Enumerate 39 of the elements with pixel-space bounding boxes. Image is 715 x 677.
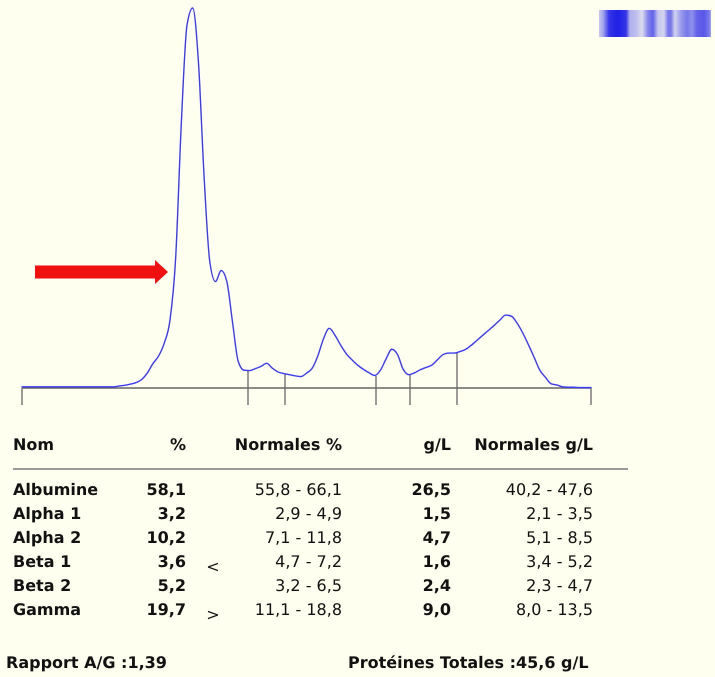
text: 7,1 - 11,8	[264, 528, 342, 547]
text: 55,8 - 66,1	[254, 480, 342, 499]
text: Alpha 2	[13, 528, 82, 547]
category-label: g/L	[424, 435, 451, 454]
text: 40,2 - 47,6	[506, 480, 593, 499]
text: Rapport A/G :1,39	[6, 653, 167, 672]
text: 5,1 - 8,5	[526, 528, 593, 547]
text: 1,5	[422, 504, 451, 523]
text: Beta 2	[13, 576, 72, 595]
text: Alpha 1	[13, 504, 82, 523]
text: Gamma	[13, 600, 82, 619]
text: 3,2 - 6,5	[275, 576, 342, 595]
text: 2,9 - 4,9	[275, 504, 342, 523]
text: 2,3 - 4,7	[526, 576, 593, 595]
text: 19,7	[146, 600, 186, 619]
text: 3,4 - 5,2	[526, 552, 593, 571]
text: Albumine	[13, 480, 98, 499]
text: 3,2	[158, 504, 186, 523]
category-label: %	[170, 435, 186, 454]
text: <	[206, 557, 220, 576]
text: 1,6	[422, 552, 451, 571]
text: 5,2	[158, 576, 186, 595]
category-label: Nom	[13, 435, 54, 454]
text: 2,4	[422, 576, 451, 595]
category-label: Normales %	[234, 435, 342, 454]
text: 26,5	[412, 480, 451, 499]
text: 3,6	[158, 552, 186, 571]
text: Beta 1	[13, 552, 72, 571]
text: >	[206, 605, 220, 624]
text: Protéines Totales :45,6 g/L	[348, 653, 589, 672]
text: 58,1	[146, 480, 186, 499]
text: 4,7 - 7,2	[275, 552, 342, 571]
text: 4,7	[422, 528, 451, 547]
text: 2,1 - 3,5	[526, 504, 593, 523]
category-label: Normales g/L	[474, 435, 593, 454]
text: 10,2	[146, 528, 186, 547]
text: 9,0	[422, 600, 451, 619]
text: 8,0 - 13,5	[516, 600, 593, 619]
text: 11,1 - 18,8	[254, 600, 342, 619]
